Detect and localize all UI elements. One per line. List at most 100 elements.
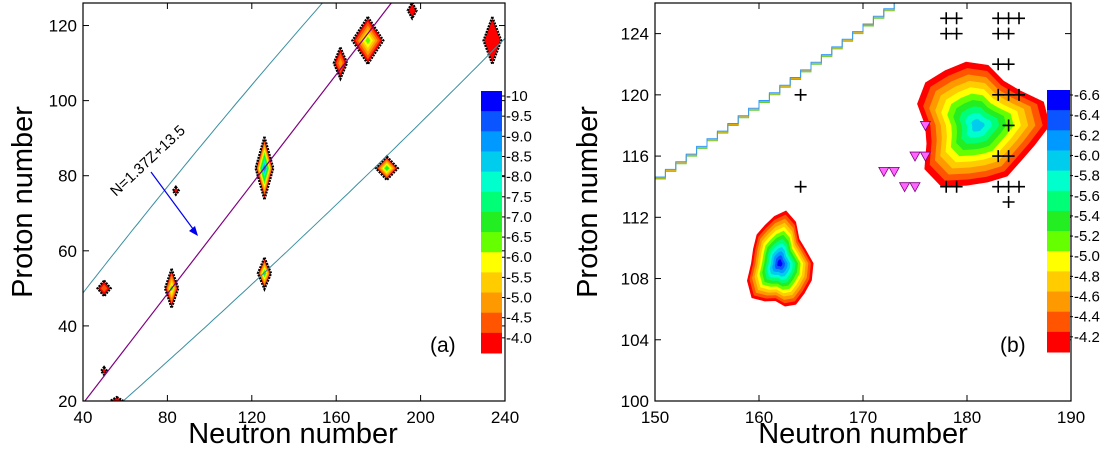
panel-a-island-5-level-7 <box>365 36 371 45</box>
panel-b-plus-marker <box>1002 119 1015 132</box>
panel-b-ytick-label: 108 <box>621 270 649 289</box>
panel-b-colorbar-label: -4.4 <box>1074 309 1100 326</box>
panel-b-plus-markers <box>794 12 1025 208</box>
panel-a-island-4-outline <box>374 154 400 182</box>
panel-b-ylabel: Proton number <box>572 106 604 298</box>
panel-a-island-11-outline <box>107 395 126 401</box>
panel-a-colorbar-swatch <box>481 332 502 354</box>
panel-b-plus-marker <box>1002 88 1015 101</box>
panel-a-colorbar: -10 -9.5 -9.0 -8.5 -8.0 -7.5 -7.0 -6.5 -6.0 -5.5 -… <box>481 88 532 354</box>
panel-b-drip-line-2 <box>655 3 895 185</box>
panel-b-xtick-label: 180 <box>953 408 981 427</box>
panel-b-plus-marker <box>1002 196 1015 208</box>
panel-b-island-0-level-0 <box>777 259 783 267</box>
panel-b-triangle-marker <box>898 182 911 193</box>
panel-b-colorbar: -6.6 -6.4 -6.2 -6.0 -5.8 -5.6 -5.4 -5.2 -5.0 -4.8… <box>1047 87 1100 353</box>
panel-b-plus-marker <box>1013 88 1025 101</box>
panel-b-ytick-label: 104 <box>621 331 649 350</box>
panel-b-plus-marker <box>1002 58 1015 71</box>
panel-b-plus-marker <box>950 27 963 40</box>
panel-b: 150 160 170 180 190 100 104 108 112 116 120 124 Ne… <box>572 2 1100 450</box>
panel-a-label: (a) <box>430 334 456 357</box>
panel-a-colorbar-label: -9.0 <box>506 128 532 145</box>
panel-b-colorbar-swatch <box>1047 190 1070 212</box>
panel-b-plus-marker <box>992 180 1005 193</box>
panel-b-plus-marker <box>950 12 963 25</box>
panel-a-ytick-label: 60 <box>58 242 77 261</box>
panel-b-colorbar-swatch <box>1047 170 1070 192</box>
panel-b-ytick-label: 112 <box>622 208 649 227</box>
panel-a-colorbar-label: -6.5 <box>506 229 532 246</box>
panel-b-plus-marker <box>992 58 1005 71</box>
panel-b-xtick-label: 160 <box>745 408 773 427</box>
panel-b-colorbar-label: -5.0 <box>1074 248 1100 265</box>
panel-a-y-ticks: 20 40 60 80 100 120 <box>49 17 505 411</box>
panel-a-xlabel: Neutron number <box>188 418 398 450</box>
panel-b-plus-marker <box>794 180 807 193</box>
panel-a-ytick-label: 20 <box>58 392 77 411</box>
panel-a-ytick-label: 120 <box>49 17 77 36</box>
panel-b-plus-marker <box>992 12 1005 25</box>
panel-b-colorbar-label: -5.2 <box>1074 228 1100 245</box>
panel-b-plus-marker <box>992 27 1005 40</box>
panel-a-colorbar-swatch <box>481 312 502 334</box>
panel-b-x-ticks: 150 160 170 180 190 <box>641 3 1085 427</box>
panel-a-ytick-label: 80 <box>58 167 77 186</box>
panel-b-colorbar-label: -4.6 <box>1074 289 1100 306</box>
panel-a-island-7-level-12 <box>407 3 417 19</box>
panel-a-xtick-label: 40 <box>74 408 93 427</box>
panel-b-colorbar-swatch <box>1047 150 1070 172</box>
panel-a-frame <box>82 2 506 402</box>
panel-b-plus-marker <box>1013 180 1025 193</box>
panel-a-xtick-label: 80 <box>158 408 177 427</box>
panel-a-colorbar-label: -4.5 <box>506 310 532 327</box>
panel-b-colorbar-label: -4.2 <box>1074 329 1100 346</box>
panel-a-colorbar-swatch <box>481 191 502 213</box>
panel-b-ytick-label: 124 <box>621 25 649 44</box>
panel-b-triangle-marker <box>888 166 900 178</box>
panel-a-colorbar-swatch <box>481 171 502 193</box>
panel-a-colorbar-swatch <box>481 151 502 173</box>
panel-b-ytick-label: 120 <box>621 86 649 105</box>
panel-b-plus-marker <box>1002 27 1015 40</box>
panel-a-island-3-outline <box>256 254 273 292</box>
panel-b-triangle-marker <box>878 166 890 178</box>
panel-b-xtick-label: 170 <box>849 408 877 427</box>
panel-b-triangle-marker <box>909 182 921 193</box>
panel-a-colorbar-label: -4.0 <box>506 330 532 347</box>
panel-a-island-6-outline <box>332 44 349 82</box>
panel-b-colorbar-swatch <box>1047 291 1070 313</box>
panel-b-colorbar-label: -6.6 <box>1074 87 1100 104</box>
panel-b-plus-marker <box>1002 180 1015 193</box>
panel-a-colorbar-swatch <box>481 252 502 273</box>
panel-a-colorbar-swatch <box>481 232 502 253</box>
panel-b-plus-marker <box>940 180 953 193</box>
panel-a-xtick-label: 200 <box>406 408 434 427</box>
panel-a-colorbar-label: -7.5 <box>506 189 532 206</box>
panel-b-triangle-marker <box>909 151 921 162</box>
panel-a-island-9-outline <box>171 184 181 197</box>
panel-b-triangle-markers <box>878 121 932 193</box>
panel-a-colorbar-swatch <box>481 111 502 132</box>
panel-b-plus-marker <box>1002 150 1015 163</box>
panel-b-plus-marker <box>992 88 1005 101</box>
panel-b-triangle-marker <box>919 151 932 162</box>
panel-a-x-ticks: 40 80 120 160 200 240 <box>74 3 519 427</box>
panel-a-island-2-outline <box>254 132 275 204</box>
panel-b-drip-line-1 <box>655 3 895 186</box>
panel-a-island-5-outline <box>351 14 385 67</box>
panel-a-island-8-level-12 <box>483 18 501 64</box>
panel-b-plus-marker <box>1013 12 1025 25</box>
panel-a-island-0-level-11 <box>100 284 108 293</box>
panel-a-colorbar-label: -5.5 <box>506 269 532 286</box>
panel-a-island-4-level-6 <box>384 166 389 171</box>
panel-b-colorbar-label: -5.6 <box>1074 188 1100 205</box>
panel-b-colorbar-swatch <box>1047 251 1070 272</box>
panel-a-colorbar-swatch <box>481 292 502 314</box>
panel-b-xtick-label: 150 <box>641 408 669 427</box>
panel-a-island-10-level-12 <box>101 367 107 375</box>
panel-b-colorbar-swatch <box>1047 110 1070 131</box>
panel-a-ylabel: Proton number <box>7 106 39 298</box>
panel-a-lower-limit-curve <box>122 37 505 401</box>
